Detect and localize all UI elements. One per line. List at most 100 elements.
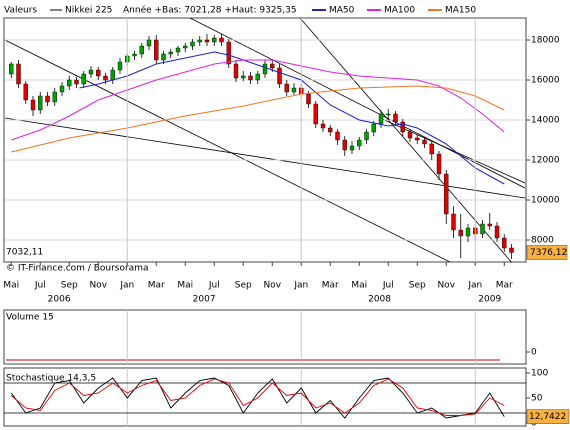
candle-body bbox=[132, 53, 137, 57]
candle-body bbox=[487, 223, 492, 227]
candle-body bbox=[88, 69, 94, 75]
candle-body bbox=[400, 121, 405, 133]
candle-body bbox=[117, 61, 123, 71]
candle-body bbox=[277, 67, 282, 85]
candle-body bbox=[335, 131, 340, 141]
candle-body bbox=[378, 113, 384, 125]
x-tick-label: Nov bbox=[89, 281, 107, 291]
candle-body bbox=[407, 131, 413, 139]
stochastic-title: Stochastique 14,3,5 bbox=[6, 374, 96, 384]
legend-label: MA150 bbox=[445, 6, 476, 16]
main-plot bbox=[5, 34, 525, 259]
ma-line bbox=[11, 59, 505, 141]
y-tick-label: 0 bbox=[531, 348, 537, 358]
x-tick-label: Jul bbox=[34, 281, 46, 291]
y-tick-label: 8000 bbox=[531, 236, 554, 246]
y-tick-label: 16000 bbox=[531, 76, 560, 86]
candle-body bbox=[465, 227, 471, 237]
y-tick-label: 18000 bbox=[531, 36, 560, 46]
x-tick-label: Jul bbox=[208, 281, 220, 291]
candle-body bbox=[146, 39, 152, 47]
last-price-box bbox=[526, 245, 568, 260]
candle-body bbox=[422, 139, 427, 145]
x-tick-label: Jan bbox=[467, 281, 482, 291]
candle-body bbox=[197, 39, 202, 43]
year-label: 2006 bbox=[48, 295, 71, 305]
candle-body bbox=[255, 73, 260, 81]
last-stoch-label: 12,7422 bbox=[529, 412, 566, 422]
candle-body bbox=[349, 145, 355, 151]
stochastic-line bbox=[10, 377, 505, 419]
candle-body bbox=[45, 95, 50, 103]
candle-body bbox=[451, 213, 456, 231]
credit: © IT-Finance.com / Boursorama bbox=[6, 264, 148, 274]
x-tick-label: Mar bbox=[148, 281, 165, 291]
candle-body bbox=[291, 87, 297, 93]
candle-body bbox=[212, 37, 217, 43]
candle-body bbox=[96, 69, 101, 77]
legend-label: MA100 bbox=[384, 6, 415, 16]
candle-body bbox=[110, 69, 115, 81]
y-tick-label: 14000 bbox=[531, 116, 560, 126]
year-label: 2007 bbox=[193, 295, 216, 305]
candle-body bbox=[9, 63, 14, 75]
candle-body bbox=[23, 83, 28, 101]
candle-body bbox=[30, 99, 36, 111]
candle-body bbox=[219, 37, 224, 43]
candle-body bbox=[371, 123, 376, 133]
candle-body bbox=[67, 79, 72, 87]
candle-body bbox=[320, 123, 326, 129]
candle-body bbox=[38, 95, 43, 111]
volume-title: Volume 15 bbox=[6, 313, 54, 323]
candle-body bbox=[241, 75, 246, 79]
candle-body bbox=[270, 63, 275, 69]
x-tick-label: Jan bbox=[119, 281, 134, 291]
candle-body bbox=[139, 45, 144, 55]
y-tick-label: 12000 bbox=[531, 156, 560, 166]
low-label: 7032,11 bbox=[6, 248, 43, 258]
last-stoch-box bbox=[526, 409, 570, 424]
candle-body bbox=[284, 83, 289, 93]
x-tick-label: Sep bbox=[409, 281, 426, 291]
y-tick-label: 100 bbox=[531, 369, 548, 379]
stochastic-panel bbox=[3, 367, 527, 427]
candle-body bbox=[328, 127, 333, 133]
x-tick-label: Sep bbox=[61, 281, 78, 291]
x-tick-label: Mai bbox=[3, 281, 19, 291]
candle-body bbox=[509, 247, 514, 253]
candle-body bbox=[161, 53, 166, 61]
stochastic-line bbox=[11, 378, 505, 416]
candle-body bbox=[74, 79, 79, 85]
candle-body bbox=[190, 41, 195, 47]
y-tick-label: 10000 bbox=[531, 196, 560, 206]
candle-body bbox=[262, 63, 268, 75]
candle-body bbox=[313, 103, 318, 125]
x-tick-label: Mar bbox=[496, 281, 513, 291]
last-price-label: 7376,12 bbox=[530, 248, 567, 258]
year-label: 2009 bbox=[478, 295, 501, 305]
candle-body bbox=[444, 173, 449, 215]
x-tick-label: Jan bbox=[293, 281, 308, 291]
candle-body bbox=[436, 153, 442, 175]
candle-body bbox=[103, 75, 108, 81]
candle-body bbox=[16, 63, 21, 85]
year-label: 2008 bbox=[368, 295, 391, 305]
ma-line bbox=[79, 51, 505, 185]
candle-body bbox=[306, 93, 311, 105]
legend-range: Année +Bas: 7021,28 +Haut: 9325,35 bbox=[123, 5, 297, 16]
x-tick-label: Nov bbox=[437, 281, 455, 291]
legend-header: Valeurs bbox=[4, 6, 37, 16]
candle-body bbox=[154, 39, 159, 61]
candle-body bbox=[386, 113, 391, 116]
candle-body bbox=[458, 229, 463, 237]
candle-body bbox=[233, 63, 239, 79]
candle-body bbox=[248, 75, 253, 81]
legend-name: Nikkei 225 bbox=[65, 6, 112, 16]
candle-body bbox=[364, 131, 369, 141]
y-tick-label: 50 bbox=[531, 394, 543, 404]
legend-label: MA50 bbox=[329, 6, 355, 16]
candle-body bbox=[502, 237, 507, 249]
candle-body bbox=[480, 223, 485, 235]
main-panel bbox=[3, 17, 527, 263]
candle-body bbox=[494, 225, 500, 239]
